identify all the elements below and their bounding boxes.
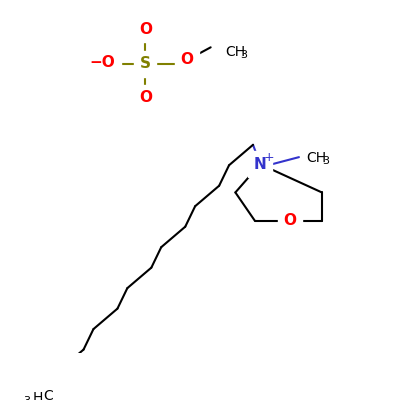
Text: 3: 3: [322, 156, 329, 166]
Text: O: O: [139, 90, 152, 105]
Text: H: H: [32, 391, 42, 400]
Text: S: S: [140, 56, 151, 71]
Text: O: O: [139, 22, 152, 37]
Text: −O: −O: [89, 55, 115, 70]
Text: 3: 3: [240, 50, 247, 60]
Text: C: C: [44, 389, 53, 400]
Text: 3: 3: [23, 396, 30, 400]
Text: O: O: [180, 52, 194, 67]
Text: CH: CH: [307, 151, 327, 165]
Text: N: N: [254, 157, 266, 172]
Text: O: O: [284, 213, 297, 228]
Text: +: +: [264, 151, 274, 164]
Text: CH: CH: [225, 45, 245, 59]
